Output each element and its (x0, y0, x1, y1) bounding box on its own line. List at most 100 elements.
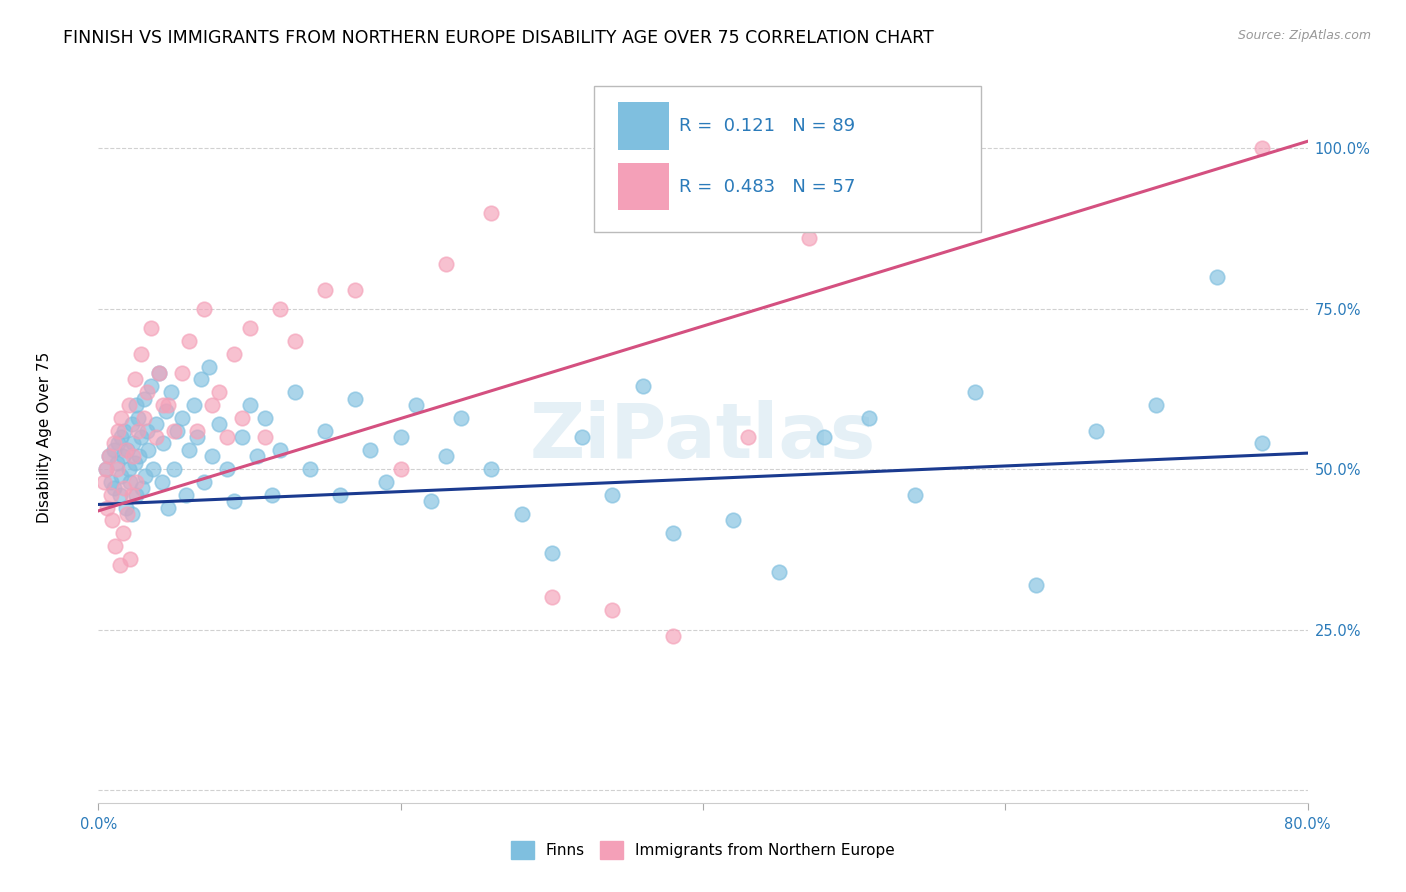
Point (96, 500, 118, 515)
Point (253, 430, 276, 444)
Point (129, 346, 152, 360)
Point (108, 558, 131, 573)
Point (201, 398, 224, 412)
Point (253, 410, 276, 425)
Text: Source: ZipAtlas.com: Source: ZipAtlas.com (1237, 29, 1371, 42)
Point (141, 378, 163, 392)
Point (329, 488, 352, 502)
Point (104, 539, 127, 553)
Point (131, 482, 153, 496)
Point (141, 321, 163, 335)
Point (262, 488, 284, 502)
Point (124, 372, 146, 386)
Point (201, 450, 224, 464)
Point (132, 410, 155, 425)
Point (231, 430, 253, 444)
Point (737, 430, 759, 444)
Point (112, 482, 135, 496)
Point (723, 514, 745, 528)
Point (239, 321, 262, 335)
Point (602, 488, 624, 502)
Point (150, 475, 173, 489)
Point (183, 398, 205, 412)
Point (136, 442, 159, 457)
Point (152, 436, 174, 450)
Point (125, 475, 148, 489)
Point (193, 475, 215, 489)
Point (813, 430, 835, 444)
Point (118, 462, 141, 476)
Point (208, 385, 231, 400)
Point (125, 398, 148, 412)
Point (170, 366, 193, 380)
Point (110, 410, 132, 425)
Point (107, 424, 129, 438)
Point (299, 462, 322, 476)
Point (1024, 577, 1046, 591)
Point (571, 430, 593, 444)
Point (135, 424, 157, 438)
Point (118, 398, 141, 412)
Text: FINNISH VS IMMIGRANTS FROM NORTHERN EUROPE DISABILITY AGE OVER 75 CORRELATION CH: FINNISH VS IMMIGRANTS FROM NORTHERN EURO… (63, 29, 934, 46)
Point (215, 430, 238, 444)
Point (284, 385, 307, 400)
Point (120, 475, 142, 489)
Point (858, 410, 880, 425)
Point (224, 346, 246, 360)
Point (132, 392, 155, 406)
Point (1085, 424, 1108, 438)
Point (193, 301, 215, 316)
Point (179, 334, 201, 348)
Point (231, 410, 253, 425)
Point (631, 378, 654, 392)
Point (124, 456, 146, 470)
Point (163, 462, 186, 476)
Point (314, 283, 336, 297)
Point (114, 500, 136, 515)
Point (179, 442, 201, 457)
Point (121, 507, 143, 521)
Point (100, 488, 122, 502)
Point (121, 417, 143, 432)
Legend: Finns, Immigrants from Northern Europe: Finns, Immigrants from Northern Europe (505, 835, 901, 864)
Point (420, 494, 443, 508)
Point (269, 301, 291, 316)
Text: ZiPatlas: ZiPatlas (530, 401, 876, 474)
Point (661, 629, 683, 643)
Point (122, 436, 145, 450)
Text: Disability Age Over 75: Disability Age Over 75 (37, 351, 52, 523)
Point (121, 488, 143, 502)
Point (163, 424, 186, 438)
Point (450, 410, 472, 425)
Point (344, 283, 367, 297)
Point (108, 488, 131, 502)
Point (103, 482, 125, 496)
Point (111, 526, 134, 541)
Point (374, 475, 396, 489)
Point (768, 565, 790, 579)
Point (155, 404, 177, 418)
Point (128, 450, 150, 464)
Point (94, 462, 117, 476)
Point (93, 475, 115, 489)
Point (105, 462, 128, 476)
Point (481, 205, 503, 219)
Point (101, 514, 124, 528)
Point (156, 500, 179, 515)
Point (797, 231, 820, 245)
Point (120, 552, 142, 566)
Point (110, 468, 132, 483)
Point (134, 468, 156, 483)
Point (186, 430, 208, 444)
Point (1144, 398, 1167, 412)
Point (389, 430, 412, 444)
Point (1251, 436, 1274, 450)
Point (661, 526, 683, 541)
Point (1206, 269, 1229, 284)
Point (94, 462, 117, 476)
FancyBboxPatch shape (619, 163, 669, 211)
Point (129, 430, 152, 444)
Point (148, 366, 170, 380)
Point (314, 424, 336, 438)
Point (904, 488, 927, 502)
